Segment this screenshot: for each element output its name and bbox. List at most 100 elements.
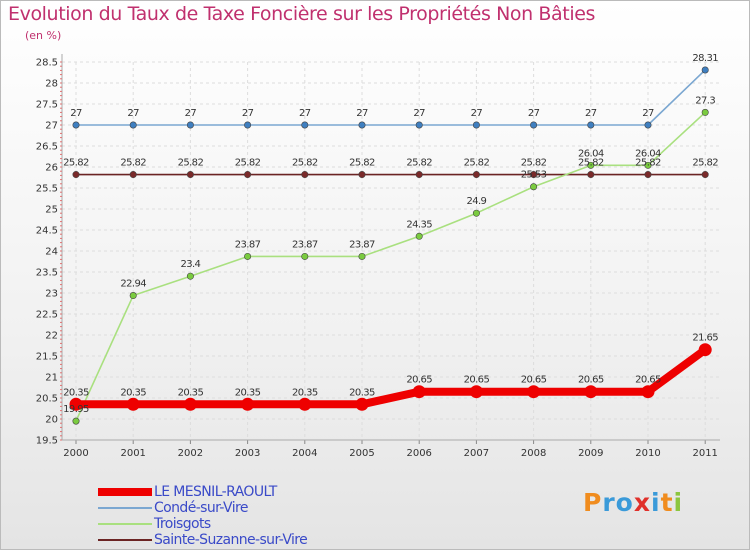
data-label-le-mesnil-raoult: 20.65 xyxy=(521,375,547,386)
y-tick-label: 25 xyxy=(45,205,58,216)
data-point-le-mesnil-raoult xyxy=(412,385,426,399)
data-label-sainte-suzanne-sur-vire: 25.82 xyxy=(635,158,661,169)
logo-letter: o xyxy=(615,488,634,517)
data-point-troisgots xyxy=(587,161,595,169)
legend-swatch-le-mesnil-raoult xyxy=(98,488,152,496)
data-point-conde-sur-vire xyxy=(415,121,423,129)
data-point-troisgots xyxy=(301,252,309,260)
data-point-le-mesnil-raoult xyxy=(126,397,140,411)
y-tick-label: 20.5 xyxy=(36,394,58,405)
data-point-le-mesnil-raoult xyxy=(469,385,483,399)
data-point-conde-sur-vire xyxy=(72,121,80,129)
data-label-conde-sur-vire: 27 xyxy=(356,108,368,119)
data-point-troisgots xyxy=(186,272,194,280)
data-label-conde-sur-vire: 27 xyxy=(471,108,483,119)
x-tick-label: 2000 xyxy=(63,448,88,459)
data-point-troisgots xyxy=(72,417,80,425)
unit-label: (en %) xyxy=(25,29,62,42)
x-tick-label: 2003 xyxy=(235,448,260,459)
y-tick-label: 21 xyxy=(45,373,58,384)
data-point-conde-sur-vire xyxy=(186,121,194,129)
y-tick-label: 21.5 xyxy=(36,352,58,363)
data-label-troisgots: 23.87 xyxy=(349,239,375,250)
data-label-le-mesnil-raoult: 20.65 xyxy=(578,375,604,386)
data-label-troisgots: 27.3 xyxy=(695,95,715,106)
x-tick-label: 2005 xyxy=(349,448,374,459)
data-point-le-mesnil-raoult xyxy=(183,397,197,411)
data-point-le-mesnil-raoult xyxy=(584,385,598,399)
data-label-le-mesnil-raoult: 21.65 xyxy=(692,333,718,344)
data-point-conde-sur-vire xyxy=(644,121,652,129)
legend-label-le-mesnil-raoult: LE MESNIL-RAOULT xyxy=(154,484,277,500)
data-point-troisgots xyxy=(244,252,252,260)
data-label-conde-sur-vire: 27 xyxy=(528,108,540,119)
data-label-troisgots: 26.04 xyxy=(578,148,604,159)
logo-letter: x xyxy=(633,488,651,517)
y-tick-label: 26 xyxy=(45,163,58,174)
y-tick-label: 19.5 xyxy=(36,436,58,447)
y-tick-label: 26.5 xyxy=(36,142,58,153)
data-label-troisgots: 23.87 xyxy=(235,239,261,250)
data-point-sainte-suzanne-sur-vire xyxy=(472,171,480,179)
data-label-sainte-suzanne-sur-vire: 25.82 xyxy=(120,158,146,169)
data-point-sainte-suzanne-sur-vire xyxy=(129,171,137,179)
y-tick-label: 28 xyxy=(45,79,58,90)
y-tick-label: 23 xyxy=(45,289,58,300)
data-point-troisgots xyxy=(701,108,709,116)
data-label-sainte-suzanne-sur-vire: 25.82 xyxy=(464,158,490,169)
data-label-le-mesnil-raoult: 20.35 xyxy=(235,387,261,398)
x-tick-label: 2001 xyxy=(120,448,145,459)
data-label-sainte-suzanne-sur-vire: 25.82 xyxy=(178,158,204,169)
data-label-sainte-suzanne-sur-vire: 25.82 xyxy=(63,158,89,169)
data-point-sainte-suzanne-sur-vire xyxy=(587,171,595,179)
data-label-le-mesnil-raoult: 20.65 xyxy=(635,375,661,386)
data-label-troisgots: 24.9 xyxy=(466,196,486,207)
data-label-troisgots: 23.87 xyxy=(292,239,318,250)
data-point-sainte-suzanne-sur-vire xyxy=(244,171,252,179)
data-point-le-mesnil-raoult xyxy=(69,397,83,411)
data-label-sainte-suzanne-sur-vire: 25.82 xyxy=(406,158,432,169)
data-point-conde-sur-vire xyxy=(472,121,480,129)
data-point-le-mesnil-raoult xyxy=(298,397,312,411)
proxiti-logo: Proxiti xyxy=(583,488,683,517)
data-label-sainte-suzanne-sur-vire: 25.82 xyxy=(578,158,604,169)
data-point-le-mesnil-raoult xyxy=(527,385,541,399)
data-label-conde-sur-vire: 27 xyxy=(185,108,197,119)
data-point-sainte-suzanne-sur-vire xyxy=(701,171,709,179)
data-point-troisgots xyxy=(472,209,480,217)
data-label-troisgots: 26.04 xyxy=(635,148,661,159)
data-label-sainte-suzanne-sur-vire: 25.82 xyxy=(349,158,375,169)
y-tick-label: 24 xyxy=(45,247,58,258)
data-label-troisgots: 19.95 xyxy=(63,404,89,415)
data-point-conde-sur-vire xyxy=(701,66,709,74)
logo-letter: P xyxy=(583,488,603,517)
data-label-conde-sur-vire: 27 xyxy=(70,108,82,119)
data-point-le-mesnil-raoult xyxy=(698,343,712,357)
legend-label-troisgots: Troisgots xyxy=(154,516,211,532)
data-label-le-mesnil-raoult: 20.35 xyxy=(120,387,146,398)
chart-title: Evolution du Taux de Taxe Foncière sur l… xyxy=(8,3,596,25)
data-label-troisgots: 24.35 xyxy=(406,219,432,230)
logo-letter: t xyxy=(660,488,674,517)
series-line-le-mesnil-raoult xyxy=(72,345,710,409)
data-point-sainte-suzanne-sur-vire xyxy=(186,171,194,179)
x-tick-label: 2011 xyxy=(692,448,717,459)
y-tick-label: 27 xyxy=(45,121,58,132)
x-tick-label: 2009 xyxy=(578,448,603,459)
data-label-le-mesnil-raoult: 20.65 xyxy=(464,375,490,386)
legend-swatch-sainte-suzanne-sur-vire xyxy=(98,539,152,541)
x-tick-label: 2002 xyxy=(178,448,203,459)
logo-letter: i xyxy=(673,488,684,517)
y-tick-label: 20 xyxy=(45,415,58,426)
data-label-conde-sur-vire: 27 xyxy=(413,108,425,119)
y-tick-label: 24.5 xyxy=(36,226,58,237)
legend-label-sainte-suzanne-sur-vire: Sainte-Suzanne-sur-Vire xyxy=(154,532,308,548)
data-point-sainte-suzanne-sur-vire xyxy=(415,171,423,179)
data-point-le-mesnil-raoult xyxy=(355,397,369,411)
data-label-conde-sur-vire: 27 xyxy=(242,108,254,119)
data-label-le-mesnil-raoult: 20.35 xyxy=(63,387,89,398)
data-label-sainte-suzanne-sur-vire: 25.82 xyxy=(292,158,318,169)
data-label-troisgots: 22.94 xyxy=(120,279,146,290)
data-label-conde-sur-vire: 27 xyxy=(642,108,654,119)
